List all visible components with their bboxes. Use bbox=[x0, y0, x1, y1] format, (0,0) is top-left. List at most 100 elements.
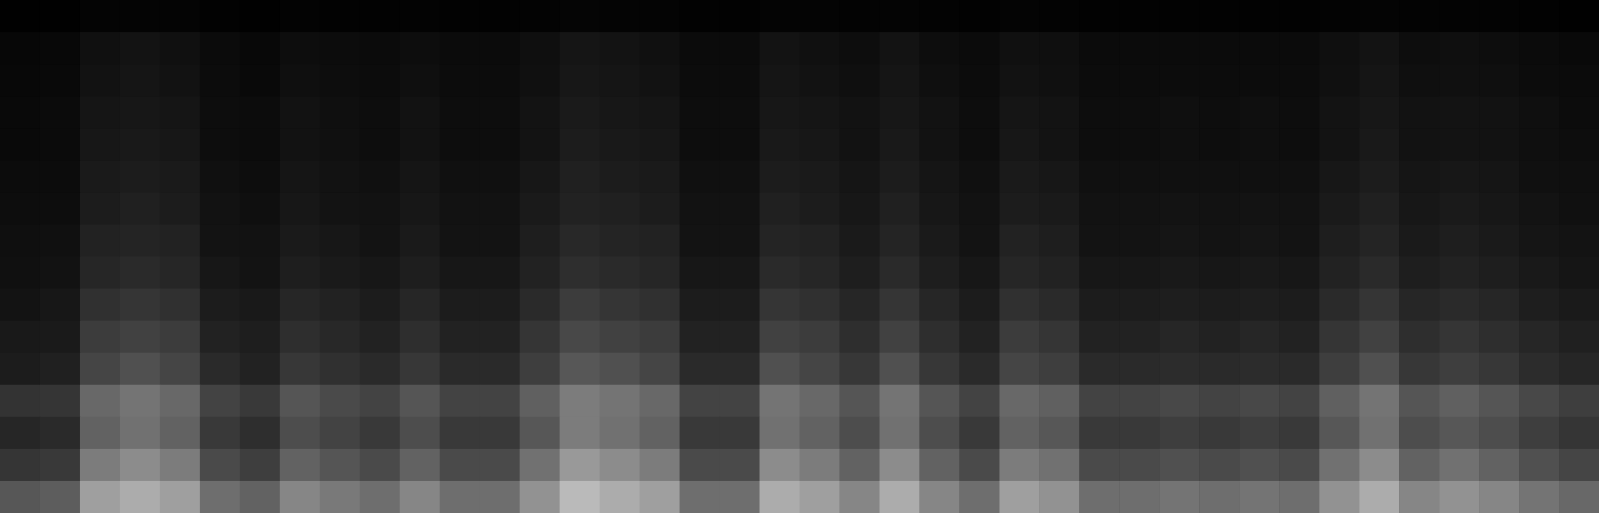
heatmap-cell bbox=[1159, 0, 1199, 33]
heatmap-cell bbox=[1479, 0, 1519, 33]
heatmap-cell bbox=[80, 192, 120, 225]
heatmap-cell bbox=[120, 192, 160, 225]
heatmap-cell bbox=[80, 96, 120, 129]
heatmap-cell bbox=[1519, 257, 1559, 290]
heatmap-cell bbox=[640, 417, 680, 450]
heatmap-cell bbox=[680, 224, 720, 257]
heatmap-cell bbox=[0, 0, 40, 33]
heatmap-cell bbox=[1119, 353, 1159, 386]
heatmap-cell bbox=[240, 385, 280, 418]
heatmap-cell bbox=[640, 96, 680, 129]
heatmap-cell bbox=[320, 257, 360, 290]
heatmap-cell bbox=[1119, 192, 1159, 225]
heatmap-cell bbox=[440, 96, 480, 129]
heatmap-cell bbox=[1039, 385, 1079, 418]
heatmap-cell bbox=[919, 32, 959, 65]
heatmap-cell bbox=[640, 321, 680, 354]
heatmap-cell bbox=[1399, 128, 1439, 161]
heatmap-cell bbox=[919, 353, 959, 386]
heatmap-cell bbox=[1039, 0, 1079, 33]
heatmap-cell bbox=[280, 257, 320, 290]
heatmap-cell bbox=[1439, 160, 1479, 193]
heatmap-cell bbox=[600, 353, 640, 386]
heatmap-cell bbox=[280, 0, 320, 33]
heatmap-cell bbox=[999, 224, 1039, 257]
heatmap-cell bbox=[240, 321, 280, 354]
heatmap-cell bbox=[1399, 64, 1439, 97]
heatmap-cell bbox=[1439, 32, 1479, 65]
heatmap-cell bbox=[1079, 128, 1119, 161]
heatmap-cell bbox=[0, 64, 40, 97]
heatmap-cell bbox=[1359, 192, 1399, 225]
heatmap-cell bbox=[680, 257, 720, 290]
heatmap-cell bbox=[680, 289, 720, 322]
heatmap-cell bbox=[40, 96, 80, 129]
heatmap-cell bbox=[1479, 192, 1519, 225]
heatmap-cell bbox=[1159, 128, 1199, 161]
heatmap-cell bbox=[1119, 289, 1159, 322]
heatmap-cell bbox=[160, 385, 200, 418]
heatmap-cell bbox=[560, 128, 600, 161]
heatmap-cell bbox=[120, 481, 160, 513]
heatmap-cell bbox=[919, 417, 959, 450]
heatmap-cell bbox=[200, 32, 240, 65]
heatmap-cell bbox=[1359, 385, 1399, 418]
heatmap-cell bbox=[720, 160, 760, 193]
heatmap-cell bbox=[1119, 64, 1159, 97]
heatmap-cell bbox=[1319, 0, 1359, 33]
heatmap-cell bbox=[1439, 128, 1479, 161]
heatmap-cell bbox=[80, 160, 120, 193]
heatmap-cell bbox=[720, 353, 760, 386]
heatmap-cell bbox=[0, 128, 40, 161]
heatmap-cell bbox=[280, 417, 320, 450]
heatmap-cell bbox=[360, 64, 400, 97]
heatmap-cell bbox=[1399, 257, 1439, 290]
heatmap-cell bbox=[360, 449, 400, 482]
heatmap-cell bbox=[839, 32, 879, 65]
heatmap-cell bbox=[40, 128, 80, 161]
heatmap-cell bbox=[280, 385, 320, 418]
heatmap-cell bbox=[1079, 481, 1119, 513]
heatmap-cell bbox=[120, 32, 160, 65]
heatmap-cell bbox=[200, 224, 240, 257]
heatmap-cell bbox=[1519, 160, 1559, 193]
heatmap-cell bbox=[1159, 64, 1199, 97]
heatmap-cell bbox=[1199, 289, 1239, 322]
heatmap-cell bbox=[320, 353, 360, 386]
heatmap-cell bbox=[320, 32, 360, 65]
heatmap-cell bbox=[400, 160, 440, 193]
heatmap-cell bbox=[879, 192, 919, 225]
heatmap-cell bbox=[1079, 32, 1119, 65]
heatmap-cell bbox=[879, 289, 919, 322]
heatmap-cell bbox=[760, 0, 800, 33]
heatmap-cell bbox=[1319, 192, 1359, 225]
heatmap-cell bbox=[600, 64, 640, 97]
heatmap-cell bbox=[760, 192, 800, 225]
heatmap-cell bbox=[800, 417, 840, 450]
heatmap-cell bbox=[440, 321, 480, 354]
heatmap-cell bbox=[200, 0, 240, 33]
heatmap-cell bbox=[760, 289, 800, 322]
heatmap-cell bbox=[839, 257, 879, 290]
heatmap-cell bbox=[879, 128, 919, 161]
heatmap-cell bbox=[1519, 353, 1559, 386]
heatmap-cell bbox=[1039, 128, 1079, 161]
heatmap-cell bbox=[1239, 417, 1279, 450]
heatmap-cell bbox=[680, 353, 720, 386]
heatmap-cell bbox=[200, 128, 240, 161]
heatmap-cell bbox=[800, 449, 840, 482]
heatmap-cell bbox=[1519, 64, 1559, 97]
heatmap-cell bbox=[400, 321, 440, 354]
heatmap-cell bbox=[999, 32, 1039, 65]
heatmap-cell bbox=[640, 289, 680, 322]
heatmap-cell bbox=[0, 192, 40, 225]
heatmap-cell bbox=[480, 321, 520, 354]
heatmap-cell bbox=[520, 224, 560, 257]
heatmap-cell bbox=[959, 417, 999, 450]
heatmap-cell bbox=[879, 0, 919, 33]
heatmap-cell bbox=[680, 321, 720, 354]
heatmap-cell bbox=[999, 417, 1039, 450]
heatmap-cell bbox=[40, 321, 80, 354]
heatmap-cell bbox=[320, 192, 360, 225]
heatmap-cell bbox=[480, 64, 520, 97]
